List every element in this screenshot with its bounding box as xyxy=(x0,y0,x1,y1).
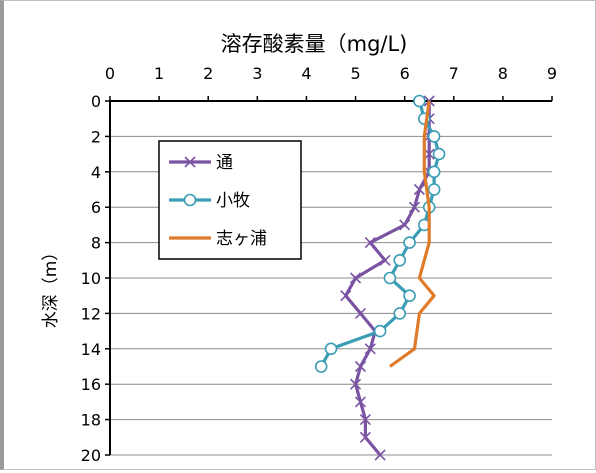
x-tick-label-7: 7 xyxy=(449,64,459,83)
series-2-point-10 xyxy=(393,253,407,267)
y-tick-label-16: 16 xyxy=(81,375,101,394)
series-1-point-21 xyxy=(374,449,386,461)
series-layer xyxy=(314,94,446,461)
series-1-point-19-stroke-b xyxy=(359,414,371,426)
series-1-point-17 xyxy=(349,378,362,390)
series-1-point-9 xyxy=(364,237,376,249)
series-1-point-13 xyxy=(354,307,367,319)
series-1-point-6-stroke-b xyxy=(413,183,425,196)
series-1-point-8 xyxy=(399,219,411,231)
y-tick-label-6: 6 xyxy=(91,198,101,217)
x-tick-label-2: 2 xyxy=(203,64,213,83)
y-tick-label-4: 4 xyxy=(91,163,101,182)
y-tick-label-10: 10 xyxy=(81,269,101,288)
series-1-point-20 xyxy=(359,431,371,443)
series-1-point-12 xyxy=(340,290,352,302)
legend-label-1: 通 xyxy=(216,153,233,173)
series-2-point-4 xyxy=(432,147,446,161)
series-3 xyxy=(388,100,436,368)
series-2-point-13 xyxy=(393,307,407,320)
series-1-point-11-stroke-b xyxy=(349,272,362,284)
series-2-point-6 xyxy=(427,183,441,196)
legend-label-3: 志ヶ浦 xyxy=(216,229,267,249)
x-tick-label-5: 5 xyxy=(350,64,360,83)
series-1-point-18 xyxy=(354,396,367,408)
series-1-point-6 xyxy=(413,183,425,196)
y-tick-label-20: 20 xyxy=(81,446,101,465)
series-1-point-15-stroke-b xyxy=(364,343,376,355)
x-tick-label-6: 6 xyxy=(400,64,410,83)
y-tick-label-14: 14 xyxy=(81,340,101,359)
y-tick-label-8: 8 xyxy=(91,234,101,253)
series-1-point-10 xyxy=(379,254,391,266)
y-tick-label-0: 0 xyxy=(91,92,101,111)
x-tick-label-4: 4 xyxy=(301,64,311,83)
y-tick-label-18: 18 xyxy=(81,411,101,430)
series-1-point-19 xyxy=(359,414,371,426)
series-1-point-1 xyxy=(423,95,435,107)
series-1-point-7 xyxy=(408,201,421,213)
series-2-point-12 xyxy=(403,289,416,303)
legend-label-2: 小牧 xyxy=(216,191,250,211)
series-1-point-7-stroke-b xyxy=(408,201,421,213)
series-1-point-12-stroke-b xyxy=(340,290,352,302)
series-2-point-16 xyxy=(314,360,328,373)
series-1-point-18-stroke-b xyxy=(354,396,367,408)
legend-marker-1-stroke-b xyxy=(184,156,196,168)
series-3-line xyxy=(388,100,436,368)
x-tick-label-1: 1 xyxy=(154,64,164,83)
series-2 xyxy=(314,94,446,373)
series-2-point-15 xyxy=(324,342,338,356)
series-1-point-9-stroke-b xyxy=(364,237,376,249)
series-2-line xyxy=(319,100,441,368)
series-1-point-17-stroke-b xyxy=(349,378,362,390)
series-1-point-15 xyxy=(364,343,376,355)
chart-title: 溶存酸素量（mg/L) xyxy=(221,32,408,56)
series-1-point-16-stroke-b xyxy=(354,360,367,373)
series-2-point-3 xyxy=(427,130,441,143)
series-1-point-11 xyxy=(349,272,362,284)
x-tick-label-9: 9 xyxy=(547,64,557,83)
legend-marker-1 xyxy=(184,156,196,168)
y-tick-label-12: 12 xyxy=(81,304,101,323)
series-1-point-10-stroke-b xyxy=(379,254,391,266)
series-2-point-1 xyxy=(413,94,426,108)
series-1-point-13-stroke-b xyxy=(354,307,367,319)
x-tick-label-8: 8 xyxy=(498,64,508,83)
series-1-point-20-stroke-b xyxy=(359,431,371,443)
y-axis-label: 水深（m） xyxy=(41,244,61,329)
series-2-point-5 xyxy=(427,165,441,179)
x-tick-label-3: 3 xyxy=(252,64,262,83)
series-1-point-1-stroke-b xyxy=(423,95,435,107)
series-1-point-16 xyxy=(354,360,367,373)
legend-marker-2 xyxy=(183,193,197,207)
series-2-point-14 xyxy=(373,324,387,338)
series-2-point-9 xyxy=(403,236,416,249)
x-tick-label-0: 0 xyxy=(105,64,115,83)
y-tick-label-2: 2 xyxy=(91,127,101,146)
series-1-point-8-stroke-b xyxy=(399,219,411,231)
series-1-point-21-stroke-b xyxy=(374,449,386,461)
series-2-point-11 xyxy=(383,271,397,285)
